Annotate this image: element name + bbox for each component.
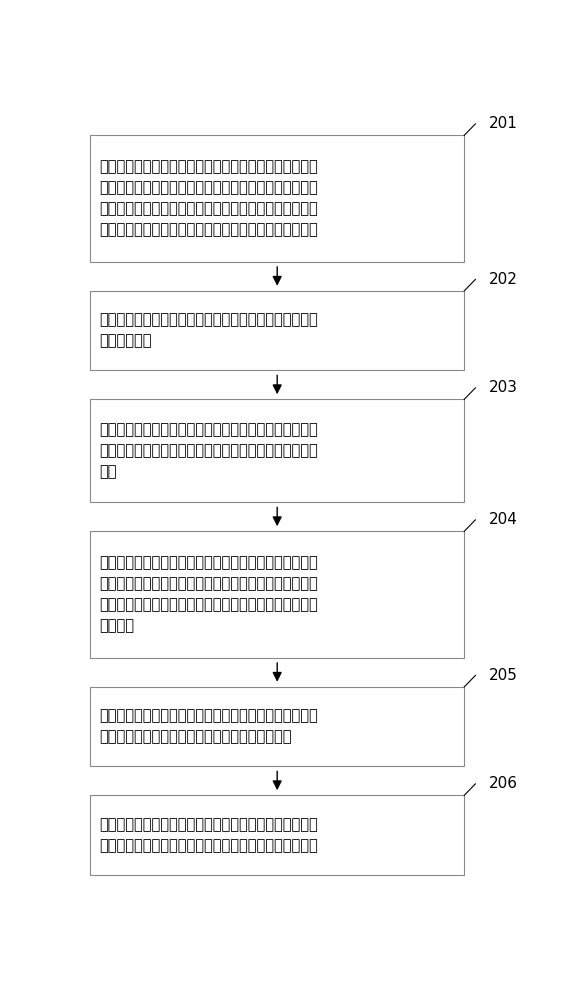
- Bar: [90, 687, 464, 766]
- Text: 204: 204: [489, 512, 518, 527]
- Bar: [90, 135, 464, 262]
- Text: 启动第一引擎，通过所述第一引擎检测当前是否存在满足
预设条件的应用更新服务时，若需要对所述所有存在更新
的应用提供所述应用更新服务时，在终端侧对应用进行全
盘扫: 启动第一引擎，通过所述第一引擎检测当前是否存在满足 预设条件的应用更新服务时，若…: [99, 160, 318, 238]
- Text: 202: 202: [489, 272, 518, 287]
- Text: 发送所述第一应用列表给服务器，以请求服务器查询是否
存在应用更新: 发送所述第一应用列表给服务器，以请求服务器查询是否 存在应用更新: [99, 313, 318, 349]
- Text: 当检测到存在所述第一应用时，在第一应用界面上通过提
示信息引导用户直接安装对应所述第一应用的更新数据包: 当检测到存在所述第一应用时，在第一应用界面上通过提 示信息引导用户直接安装对应所…: [99, 817, 318, 853]
- Bar: [90, 531, 464, 658]
- Text: 当检测到存在同时满足所述预设的网络环境和所述预设的
第一时间段的所述应用更新服务时，在预设的网络环境下
从预设的第一时间段的起始时间点开始预先下载应用的更
新数: 当检测到存在同时满足所述预设的网络环境和所述预设的 第一时间段的所述应用更新服务…: [99, 556, 318, 634]
- Bar: [90, 291, 464, 370]
- Text: 205: 205: [489, 668, 518, 683]
- Text: 206: 206: [489, 776, 518, 791]
- Text: 启动第二引擎，通过所述第二引擎检测已启动的至少一个
应用中是否存在与所述更新数据包对应的第一应用: 启动第二引擎，通过所述第二引擎检测已启动的至少一个 应用中是否存在与所述更新数据…: [99, 709, 318, 745]
- Text: 接收服务器反馈的查询结果，若存在应用更新，则继续检
测是否同时满足所述预设的网络环境和所述预设的第一时
间段: 接收服务器反馈的查询结果，若存在应用更新，则继续检 测是否同时满足所述预设的网络…: [99, 422, 318, 479]
- Bar: [90, 399, 464, 502]
- Text: 203: 203: [489, 380, 518, 395]
- Text: 201: 201: [489, 116, 518, 131]
- Bar: [90, 795, 464, 875]
